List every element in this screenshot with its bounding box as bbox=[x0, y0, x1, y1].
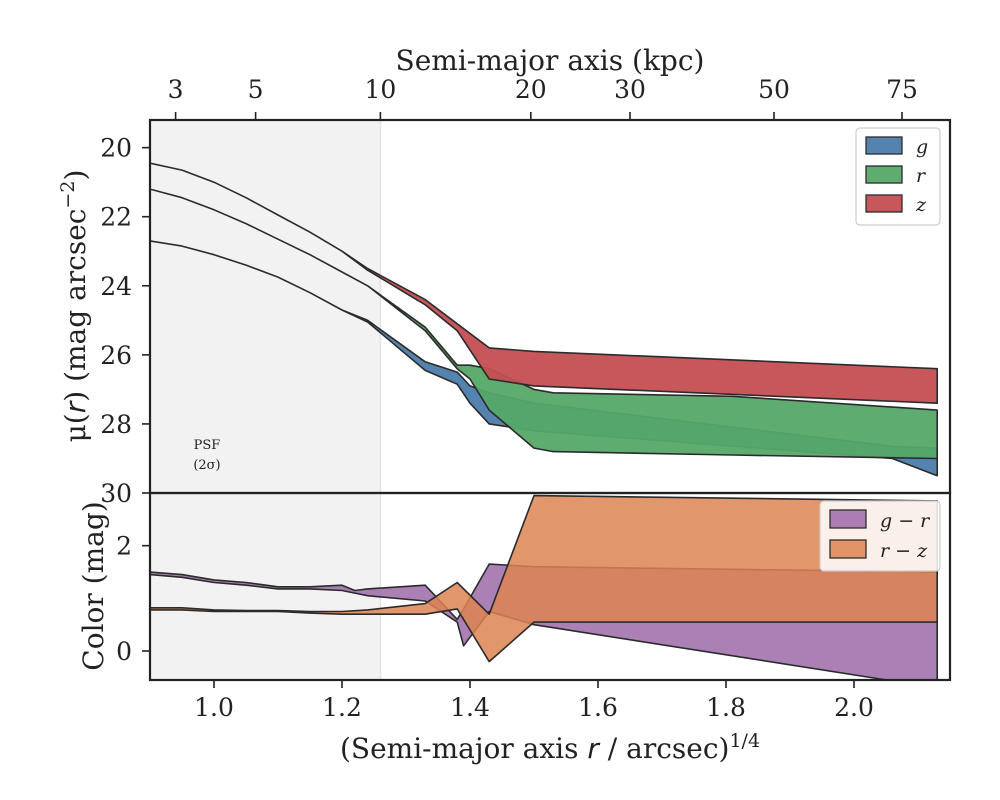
top-tick-label-6: 75 bbox=[886, 75, 918, 104]
x-tick-label-1: 1.2 bbox=[322, 693, 362, 722]
bottom-panel-frame bbox=[148, 491, 952, 682]
sb-legend-label-0: g bbox=[916, 136, 928, 158]
bottom-panel bbox=[150, 494, 938, 680]
x-axis-title-main: (Semi-major axis bbox=[340, 732, 587, 765]
x-axis-title-var: r bbox=[587, 732, 600, 765]
sb-series-group bbox=[150, 162, 938, 477]
color-legend-swatch-0 bbox=[829, 509, 867, 529]
top-y-tick-label-5: 30 bbox=[100, 479, 132, 508]
x-tick-label-5: 2.0 bbox=[834, 693, 874, 722]
top-y-tick-label-4: 28 bbox=[100, 410, 132, 439]
psf-label-line1: PSF bbox=[194, 438, 221, 453]
y-title-end: ) bbox=[59, 170, 92, 181]
bottom-y-tick-label-0: 0 bbox=[116, 637, 132, 666]
top-y-tick-label-0: 20 bbox=[100, 134, 132, 163]
plot-backgrounds bbox=[150, 120, 382, 680]
top-tick-label-2: 10 bbox=[364, 75, 396, 104]
top-panel-y-title: μ(r) (mag arcsec−2) bbox=[57, 170, 92, 443]
sb-band-r-1 bbox=[150, 188, 938, 460]
y-title-sup: −2 bbox=[57, 181, 79, 209]
color-band-rz-1 bbox=[150, 494, 938, 663]
x-axis-title-sup: 1/4 bbox=[729, 730, 760, 752]
top-y-tick-label-3: 26 bbox=[100, 341, 132, 370]
top-tick-label-3: 20 bbox=[515, 75, 547, 104]
psf-shaded-region bbox=[150, 120, 381, 680]
sb-legend-swatch-2 bbox=[865, 194, 903, 213]
y-title-pre: μ( bbox=[59, 413, 92, 442]
top-tick-label-4: 30 bbox=[614, 75, 646, 104]
sb-legend-label-2: z bbox=[915, 194, 927, 216]
x-axis-title: (Semi-major axis r / arcsec)1/4 bbox=[340, 730, 760, 765]
top-panel bbox=[150, 162, 938, 477]
sb-legend-label-1: r bbox=[916, 165, 927, 187]
top-y-tick-label-1: 22 bbox=[100, 203, 132, 232]
x-tick-label-0: 1.0 bbox=[194, 693, 234, 722]
bottom-panel-y-title: Color (mag) bbox=[77, 501, 110, 670]
color-series-group bbox=[150, 494, 938, 680]
y-title-post: ) (mag arcsec bbox=[59, 209, 92, 402]
top-y-tick-label-2: 24 bbox=[100, 272, 132, 301]
legends: grz g − r r − z bbox=[819, 127, 941, 572]
top-tick-label-0: 3 bbox=[168, 75, 184, 104]
x-tick-label-4: 1.8 bbox=[706, 693, 746, 722]
bottom-y-tick-label-1: 2 bbox=[116, 532, 132, 561]
color-legend-swatch-1 bbox=[829, 539, 867, 559]
top-tick-label-5: 50 bbox=[758, 75, 790, 104]
x-axis-title-tail: / arcsec) bbox=[599, 732, 730, 765]
sb-band-z-2 bbox=[150, 162, 938, 404]
color-legend-label-1: r − z bbox=[880, 540, 928, 562]
psf-label-line2: (2σ) bbox=[193, 458, 220, 473]
color-legend-label-0: g − r bbox=[880, 510, 931, 532]
top-tick-label-1: 5 bbox=[248, 75, 264, 104]
top-axis-title: Semi-major axis (kpc) bbox=[396, 44, 705, 77]
axes: 1.0 1.2 1.4 1.6 1.8 2.03 5 10 20 30 50 752022242628… bbox=[100, 75, 952, 722]
x-tick-label-3: 1.6 bbox=[578, 693, 618, 722]
sb-legend-swatch-1 bbox=[865, 165, 903, 184]
y-title-var: r bbox=[59, 400, 92, 413]
sb-legend-swatch-0 bbox=[865, 136, 903, 155]
x-tick-label-2: 1.4 bbox=[450, 693, 490, 722]
